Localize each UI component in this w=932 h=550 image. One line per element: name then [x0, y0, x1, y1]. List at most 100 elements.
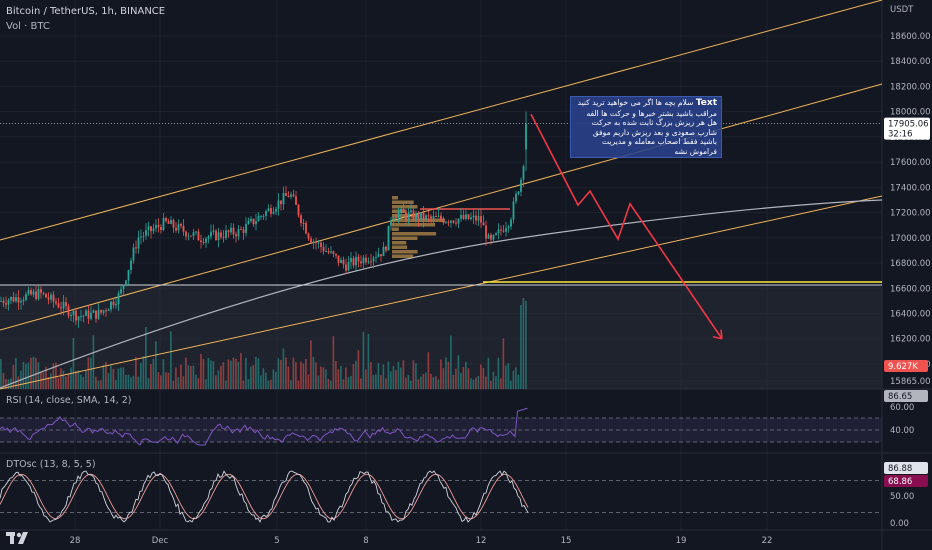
candle-body [395, 217, 397, 219]
price-tick-label: 16200.00 [890, 335, 931, 345]
volume-bar [230, 360, 232, 389]
candle-body [77, 316, 80, 321]
candle-body [380, 254, 382, 257]
candle-body [365, 257, 367, 263]
rsi-value-tag [884, 390, 928, 402]
candle-body [230, 227, 232, 233]
volume-bar [110, 365, 112, 389]
candle-body [147, 226, 150, 231]
candle-body [520, 179, 522, 192]
volume-bar [402, 360, 405, 389]
candle-body [257, 216, 260, 222]
volume-bar [137, 376, 140, 389]
candle-body [132, 247, 135, 261]
volume-bar [147, 378, 150, 389]
candle-body [430, 216, 432, 219]
candle-body [135, 247, 137, 249]
rsi-label[interactable]: RSI (14, close, SMA, 14, 2) [6, 395, 132, 406]
volume-bar [442, 368, 445, 389]
volume-bar [160, 375, 162, 389]
candle-body [205, 238, 207, 243]
volume-bar [517, 374, 520, 389]
candle-body [407, 212, 410, 220]
volume-bar [102, 364, 105, 389]
candle-body [415, 213, 417, 220]
candle-body [437, 215, 440, 217]
volume-bar [80, 374, 82, 389]
candle-body [447, 221, 450, 223]
time-axis: 28 Dec 5 8 12 15 19 22 [70, 536, 773, 546]
candle-body [425, 215, 427, 220]
candle-body [375, 256, 377, 258]
candle-body [242, 229, 245, 233]
volume-bar [385, 378, 387, 389]
candle-body [400, 208, 402, 213]
volume-bar [157, 372, 160, 389]
dtosc-label[interactable]: DTOsc (13, 8, 5, 5) [6, 459, 96, 470]
candle-body [525, 123, 527, 150]
volume-bar [70, 367, 72, 389]
volume-bar [312, 357, 315, 389]
volume-bar [320, 366, 322, 389]
volume-bar [272, 369, 275, 389]
candle-body [277, 200, 280, 209]
volume-bar [337, 369, 340, 389]
time-tick-label: 19 [676, 536, 687, 546]
price-tick-label: 18400.00 [890, 57, 931, 67]
volume-bar [2, 372, 5, 389]
volume-bar [355, 360, 357, 389]
candle-body [212, 230, 215, 232]
text-annotation[interactable]: Text سلام بچه ها اگر می خواهید ترید کنید… [570, 96, 722, 158]
volume-profile-bar [392, 209, 407, 213]
volume-bar [457, 355, 460, 389]
candle-body [95, 310, 97, 319]
candle-body [45, 293, 47, 298]
volume-bar [235, 358, 237, 389]
candle-body [282, 192, 285, 205]
candle-body [470, 217, 472, 220]
symbol-title[interactable]: Bitcoin / TetherUS, 1h, BINANCE [6, 6, 166, 17]
candle-body [335, 253, 337, 256]
volume-bar [107, 373, 110, 389]
candle-body [337, 255, 340, 263]
candle-body [100, 309, 102, 313]
candle-body [452, 220, 455, 223]
candle-body [390, 221, 392, 226]
volume-bar [85, 370, 87, 389]
text-annotation-body: سلام بچه ها اگر می خواهید ترید کنید مراق… [577, 98, 717, 156]
candle-body [450, 220, 452, 223]
volume-bar [47, 377, 50, 389]
candle-body [195, 231, 197, 233]
volume-bar [57, 377, 60, 389]
volume-bar [382, 364, 385, 389]
candle-body [225, 230, 227, 238]
candle-body [497, 229, 500, 234]
volume-label: Vol · BTC [6, 21, 50, 32]
volume-bar [370, 362, 372, 389]
candle-body [240, 228, 242, 230]
candle-body [507, 226, 510, 229]
volume-bar [240, 352, 242, 389]
volume-profile [392, 196, 445, 258]
volume-bar [182, 376, 185, 389]
volume-bar [117, 368, 120, 389]
volume-bar [322, 367, 325, 389]
candle-body [30, 289, 32, 295]
last-price-tag [884, 117, 930, 140]
candle-body [280, 200, 282, 205]
volume-bar [22, 361, 25, 389]
volume-bar [145, 327, 147, 389]
volume-bar [112, 368, 115, 389]
volume-bar [225, 380, 227, 389]
volume-bar [12, 364, 15, 389]
candle-body [152, 228, 155, 232]
volume-bar [190, 365, 192, 389]
candle-body [292, 194, 295, 197]
candle-body [297, 204, 300, 216]
candle-body [50, 294, 52, 300]
candle-body [317, 242, 320, 244]
candle-body [10, 297, 12, 301]
volume-bar [520, 305, 522, 389]
candle-body [330, 251, 332, 253]
